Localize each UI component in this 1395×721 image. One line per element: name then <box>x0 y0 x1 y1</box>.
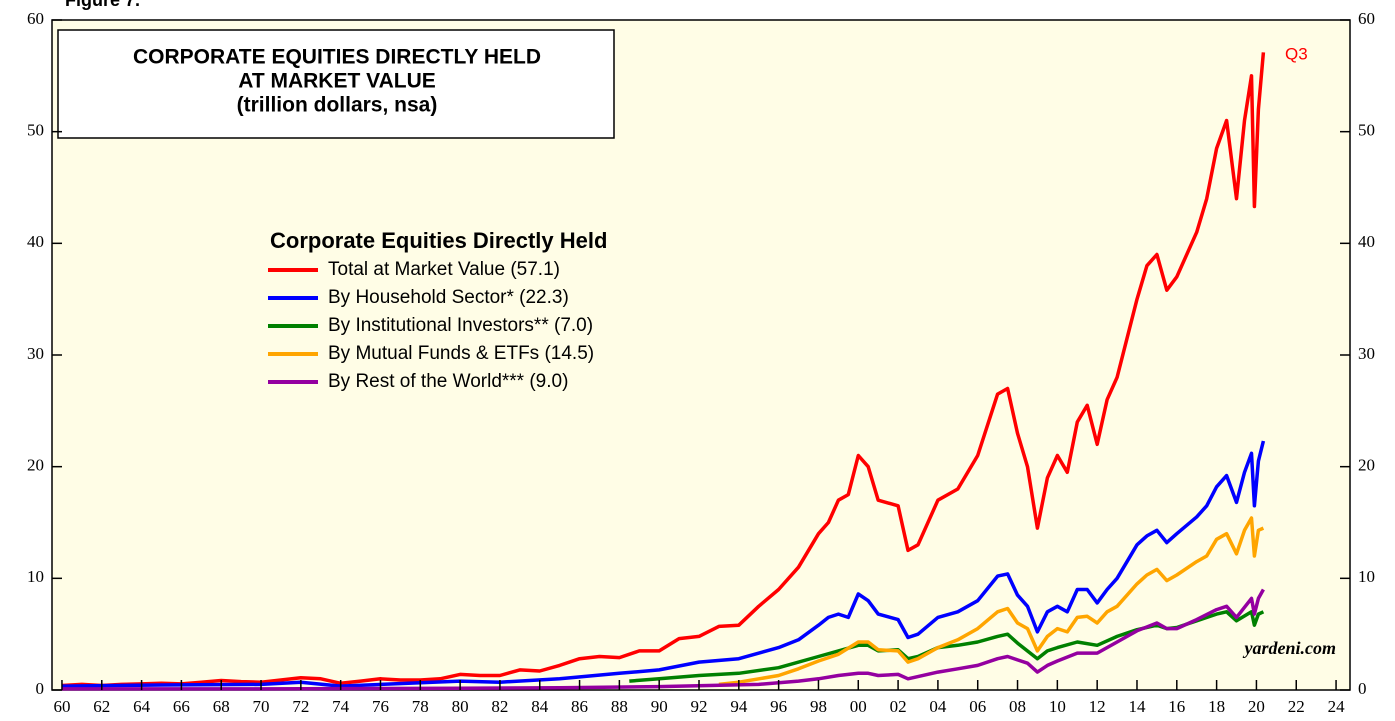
series-line <box>61 52 1266 688</box>
x-tick-label: 08 <box>1009 697 1026 716</box>
y2-tick-label: 20 <box>1358 456 1375 475</box>
x-tick-label: 14 <box>1128 697 1146 716</box>
legend-label: By Household Sector* (22.3) <box>328 287 569 308</box>
x-tick-label: 86 <box>571 697 588 716</box>
x-tick-label: 18 <box>1208 697 1225 716</box>
y2-tick-label: 30 <box>1358 344 1375 363</box>
x-tick-label: 60 <box>53 697 70 716</box>
x-tick-label: 06 <box>969 697 986 716</box>
source: yardeni.com <box>1243 638 1337 658</box>
x-tick-label: 92 <box>691 697 708 716</box>
x-tick-label: 96 <box>770 697 787 716</box>
y-tick-label: 10 <box>27 567 44 586</box>
series-line <box>718 516 1265 687</box>
x-tick-label: 94 <box>730 697 748 716</box>
y2-tick-label: 10 <box>1358 567 1375 586</box>
y2-tick-label: 60 <box>1358 9 1375 28</box>
x-tick-label: 98 <box>810 697 827 716</box>
y2-tick-label: 50 <box>1358 121 1375 140</box>
y2-tick-label: 0 <box>1358 679 1367 698</box>
x-tick-label: 84 <box>531 697 549 716</box>
x-tick-label: 80 <box>452 697 469 716</box>
x-tick-label: 16 <box>1168 697 1185 716</box>
y-tick-label: 0 <box>36 679 45 698</box>
legend-label: Total at Market Value (57.1) <box>328 259 560 280</box>
legend-title: Corporate Equities Directly Held <box>270 228 607 253</box>
legend-label: By Mutual Funds & ETFs (14.5) <box>328 343 594 364</box>
series-line <box>629 610 1265 683</box>
x-tick-label: 66 <box>173 697 190 716</box>
chart-title: AT MARKET VALUE <box>238 70 436 93</box>
x-tick-label: 20 <box>1248 697 1265 716</box>
x-tick-label: 24 <box>1328 697 1346 716</box>
x-tick-label: 76 <box>372 697 389 716</box>
y-tick-label: 20 <box>27 456 44 475</box>
x-tick-label: 10 <box>1049 697 1066 716</box>
annotation: Q3 <box>1285 44 1308 63</box>
x-tick-label: 68 <box>213 697 230 716</box>
y-tick-label: 60 <box>27 9 44 28</box>
y-tick-label: 50 <box>27 121 44 140</box>
x-tick-label: 22 <box>1288 697 1305 716</box>
x-tick-label: 70 <box>253 697 270 716</box>
x-tick-label: 62 <box>93 697 110 716</box>
x-tick-label: 72 <box>292 697 309 716</box>
x-tick-label: 88 <box>611 697 628 716</box>
x-tick-label: 64 <box>133 697 151 716</box>
figure-label: Figure 7. <box>65 0 140 10</box>
x-tick-label: 04 <box>929 697 947 716</box>
x-tick-label: 82 <box>491 697 508 716</box>
chart-title: CORPORATE EQUITIES DIRECTLY HELD <box>133 46 541 69</box>
legend-label: By Rest of the World*** (9.0) <box>328 371 568 392</box>
series-line <box>62 588 1265 691</box>
x-tick-label: 78 <box>412 697 429 716</box>
x-tick-label: 02 <box>890 697 907 716</box>
x-tick-label: 90 <box>651 697 668 716</box>
y2-tick-label: 40 <box>1358 232 1375 251</box>
legend-label: By Institutional Investors** (7.0) <box>328 315 593 336</box>
y-tick-label: 30 <box>27 344 44 363</box>
title-box <box>57 29 615 139</box>
series-line <box>61 440 1266 688</box>
chart-subtitle: (trillion dollars, nsa) <box>237 94 438 117</box>
x-tick-label: 00 <box>850 697 867 716</box>
y-tick-label: 40 <box>27 232 44 251</box>
x-tick-label: 74 <box>332 697 350 716</box>
x-tick-label: 12 <box>1089 697 1106 716</box>
